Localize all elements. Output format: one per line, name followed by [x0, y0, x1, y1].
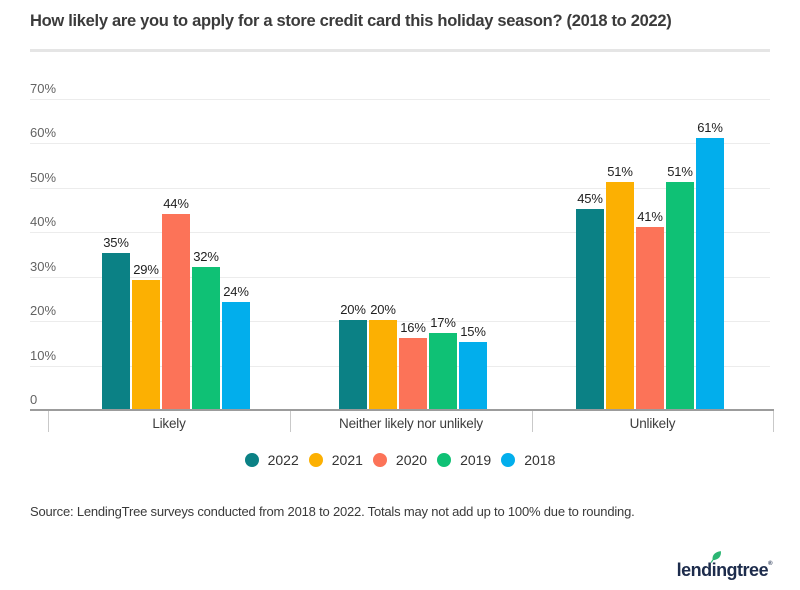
legend-label: 2022	[267, 452, 299, 468]
bar	[369, 320, 397, 409]
x-axis-tick	[290, 411, 291, 432]
bar-item: 20%	[339, 302, 367, 409]
bar-item: 51%	[666, 164, 694, 409]
bar	[222, 302, 250, 409]
legend-label: 2020	[395, 452, 428, 468]
bar	[132, 280, 160, 409]
x-axis-tick	[773, 411, 774, 432]
leaf-icon	[710, 551, 721, 563]
legend-item: 2019	[437, 452, 491, 468]
bar-value-label: 51%	[607, 164, 633, 179]
source-note: Source: LendingTree surveys conducted fr…	[30, 504, 635, 519]
gridline	[30, 99, 770, 100]
category-label: Unlikely	[629, 416, 676, 431]
x-axis-line	[30, 409, 774, 411]
category-label: Likely	[152, 416, 186, 431]
y-axis-tick-label: 70%	[30, 81, 57, 96]
bar-value-label: 41%	[637, 209, 663, 224]
bar-value-label: 61%	[697, 120, 723, 135]
bar-item: 35%	[102, 235, 130, 409]
bar-item: 44%	[162, 196, 190, 409]
bar-item: 15%	[459, 324, 487, 409]
bar-group: 20% 20% 16% 17% 15%	[339, 80, 487, 409]
legend-item: 2022	[244, 452, 299, 468]
legend-label: 2021	[331, 452, 363, 468]
logo-wordmark: lendingtree®	[676, 551, 772, 581]
registered-mark: ®	[768, 561, 772, 567]
y-axis-tick-label: 30%	[30, 258, 57, 274]
legend-swatch	[501, 453, 516, 467]
bar-value-label: 51%	[667, 164, 693, 179]
bar-value-label: 15%	[460, 324, 486, 339]
bar-value-label: 20%	[370, 302, 396, 317]
y-axis-tick-label: 50%	[30, 169, 57, 185]
bar	[576, 209, 604, 409]
chart-legend: 2022 2021 2020 2019 2018	[0, 452, 800, 468]
bar-item: 16%	[399, 320, 427, 409]
gridline	[30, 276, 770, 278]
bar-item: 20%	[369, 302, 397, 409]
bar	[459, 342, 487, 409]
legend-swatch	[308, 453, 323, 467]
bar-item: 51%	[606, 164, 634, 409]
bar-value-label: 16%	[400, 320, 426, 335]
bar-value-label: 29%	[133, 262, 159, 277]
bar	[429, 333, 457, 409]
legend-label: 2018	[524, 452, 556, 468]
bar-value-label: 45%	[577, 191, 603, 206]
bar	[192, 267, 220, 409]
bar-chart: 70% 60% 50% 40% 30% 20% 10% 0 Likely Neither like…	[30, 80, 774, 445]
bar-value-label: 32%	[193, 249, 219, 264]
legend-swatch	[437, 453, 452, 467]
bar-group: 45% 51% 41% 51% 61%	[576, 80, 724, 409]
bar-item: 41%	[636, 209, 664, 409]
lendingtree-logo: lendingtree®	[677, 551, 772, 581]
bar-value-label: 20%	[340, 302, 366, 317]
gridline	[30, 187, 770, 189]
gridline	[30, 321, 770, 323]
bar-value-label: 35%	[103, 235, 129, 250]
legend-label: 2019	[460, 452, 492, 468]
bar-value-label: 24%	[223, 284, 249, 299]
leaf-shape	[712, 551, 721, 561]
bar	[666, 182, 694, 409]
x-axis-tick	[532, 411, 533, 432]
category-label: Neither likely nor unlikely	[339, 416, 483, 431]
bar	[102, 253, 130, 409]
y-axis-tick-label: 0	[30, 392, 38, 407]
bar-item: 17%	[429, 315, 457, 409]
y-axis-tick-label: 60%	[30, 125, 57, 141]
legend-swatch	[372, 453, 387, 467]
bar	[399, 338, 427, 409]
logo-text: lendingtree	[676, 560, 769, 580]
bar-value-label: 17%	[430, 315, 456, 330]
x-axis-tick	[48, 411, 49, 432]
leaf-stem	[710, 559, 713, 563]
bar-item: 29%	[132, 262, 160, 409]
y-axis-tick-label: 40%	[30, 214, 57, 230]
legend-swatch	[244, 453, 259, 467]
bar-item: 32%	[192, 249, 220, 409]
y-axis-tick-label: 20%	[30, 303, 57, 319]
bar	[636, 227, 664, 409]
bar-item: 24%	[222, 284, 250, 409]
legend-item: 2021	[308, 452, 363, 468]
chart-title: How likely are you to apply for a store …	[30, 12, 672, 30]
legend-item: 2020	[372, 452, 428, 468]
bar	[696, 138, 724, 409]
bar-value-label: 44%	[163, 196, 189, 211]
bar	[162, 214, 190, 409]
bar	[606, 182, 634, 409]
gridline	[30, 143, 770, 145]
bar-group: 35% 29% 44% 32% 24%	[102, 80, 250, 409]
title-divider	[30, 49, 770, 52]
gridline	[30, 232, 770, 234]
y-axis-tick-label: 10%	[30, 347, 57, 363]
bar-item: 45%	[576, 191, 604, 409]
bar	[339, 320, 367, 409]
bar-item: 61%	[696, 120, 724, 409]
legend-item: 2018	[501, 452, 555, 468]
